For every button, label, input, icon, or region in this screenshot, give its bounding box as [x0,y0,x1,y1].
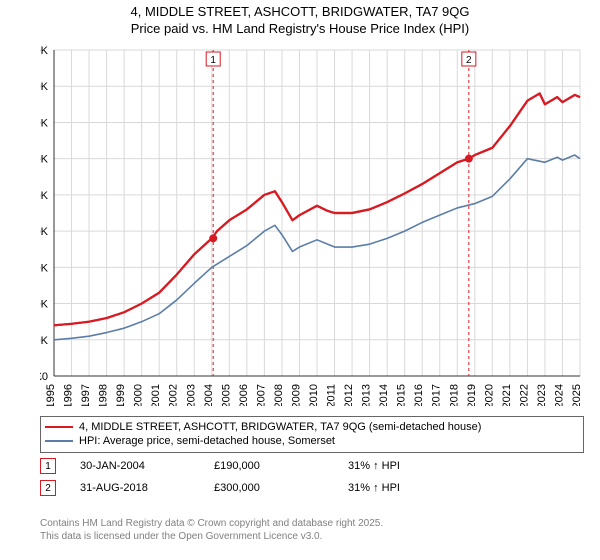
event-marker-box: 1 [40,458,56,474]
svg-text:£100K: £100K [40,299,49,311]
svg-text:£150K: £150K [40,262,49,274]
svg-text:£50K: £50K [40,335,49,347]
svg-text:£250K: £250K [40,190,49,202]
legend-row-2: HPI: Average price, semi-detached house,… [45,434,579,448]
chart-title: 4, MIDDLE STREET, ASHCOTT, BRIDGWATER, T… [0,0,600,38]
svg-text:£200K: £200K [40,226,49,238]
svg-text:1995: 1995 [45,384,57,406]
svg-text:2005: 2005 [220,384,232,406]
svg-text:2021: 2021 [501,384,513,406]
svg-text:1998: 1998 [98,384,110,406]
svg-text:2012: 2012 [343,384,355,406]
event-price: £300,000 [214,482,324,494]
event-date: 30-JAN-2004 [80,460,190,472]
svg-text:2001: 2001 [150,384,162,406]
svg-text:2007: 2007 [255,384,267,406]
svg-text:1: 1 [210,55,216,66]
legend: 4, MIDDLE STREET, ASHCOTT, BRIDGWATER, T… [40,416,584,453]
event-hpi: 31% ↑ HPI [348,482,458,494]
svg-text:2018: 2018 [448,384,460,406]
svg-text:£300K: £300K [40,154,49,166]
svg-text:2006: 2006 [238,384,250,406]
svg-text:2014: 2014 [378,384,390,406]
chart-plot: £0 £50K £100K £150K £200K £250K £300K £350K £400… [40,46,584,406]
attribution-line-1: Contains HM Land Registry data © Crown c… [40,518,584,531]
title-line-2: Price paid vs. HM Land Registry's House … [0,21,600,38]
svg-text:2023: 2023 [536,384,548,406]
svg-text:£350K: £350K [40,117,49,129]
svg-text:2003: 2003 [185,384,197,406]
svg-text:2019: 2019 [466,384,478,406]
title-line-1: 4, MIDDLE STREET, ASHCOTT, BRIDGWATER, T… [0,4,600,21]
event-row: 2 31-AUG-2018 £300,000 31% ↑ HPI [40,480,584,496]
svg-text:2002: 2002 [168,384,180,406]
svg-text:2004: 2004 [203,384,215,406]
chart-container: 4, MIDDLE STREET, ASHCOTT, BRIDGWATER, T… [0,0,600,560]
svg-text:2010: 2010 [308,384,320,406]
svg-text:2020: 2020 [483,384,495,406]
svg-text:£400K: £400K [40,81,49,93]
legend-swatch-1 [45,426,73,429]
svg-text:1997: 1997 [80,384,92,406]
event-date: 31-AUG-2018 [80,482,190,494]
svg-text:2009: 2009 [290,384,302,406]
event-price: £190,000 [214,460,324,472]
legend-swatch-2 [45,440,73,442]
svg-text:2024: 2024 [553,384,565,406]
legend-row-1: 4, MIDDLE STREET, ASHCOTT, BRIDGWATER, T… [45,420,579,434]
event-hpi: 31% ↑ HPI [348,460,458,472]
chart-svg: £0 £50K £100K £150K £200K £250K £300K £350K £400… [40,46,584,406]
svg-text:£0: £0 [40,371,48,383]
attribution: Contains HM Land Registry data © Crown c… [40,518,584,543]
svg-text:£450K: £450K [40,46,49,57]
svg-text:2015: 2015 [396,384,408,406]
svg-text:2008: 2008 [273,384,285,406]
svg-text:1999: 1999 [115,384,127,406]
svg-text:2011: 2011 [326,384,338,406]
event-table: 1 30-JAN-2004 £190,000 31% ↑ HPI 2 31-AUG-201… [40,458,584,502]
event-marker-box: 2 [40,480,56,496]
svg-text:2022: 2022 [518,384,530,406]
svg-text:1996: 1996 [63,384,75,406]
svg-text:2000: 2000 [133,384,145,406]
legend-label-1: 4, MIDDLE STREET, ASHCOTT, BRIDGWATER, T… [79,420,481,434]
svg-text:2: 2 [466,55,472,66]
event-row: 1 30-JAN-2004 £190,000 31% ↑ HPI [40,458,584,474]
svg-text:2016: 2016 [413,384,425,406]
legend-label-2: HPI: Average price, semi-detached house,… [79,434,335,448]
svg-text:2025: 2025 [571,384,583,406]
svg-text:2013: 2013 [361,384,373,406]
svg-text:2017: 2017 [431,384,443,406]
attribution-line-2: This data is licensed under the Open Gov… [40,531,584,544]
